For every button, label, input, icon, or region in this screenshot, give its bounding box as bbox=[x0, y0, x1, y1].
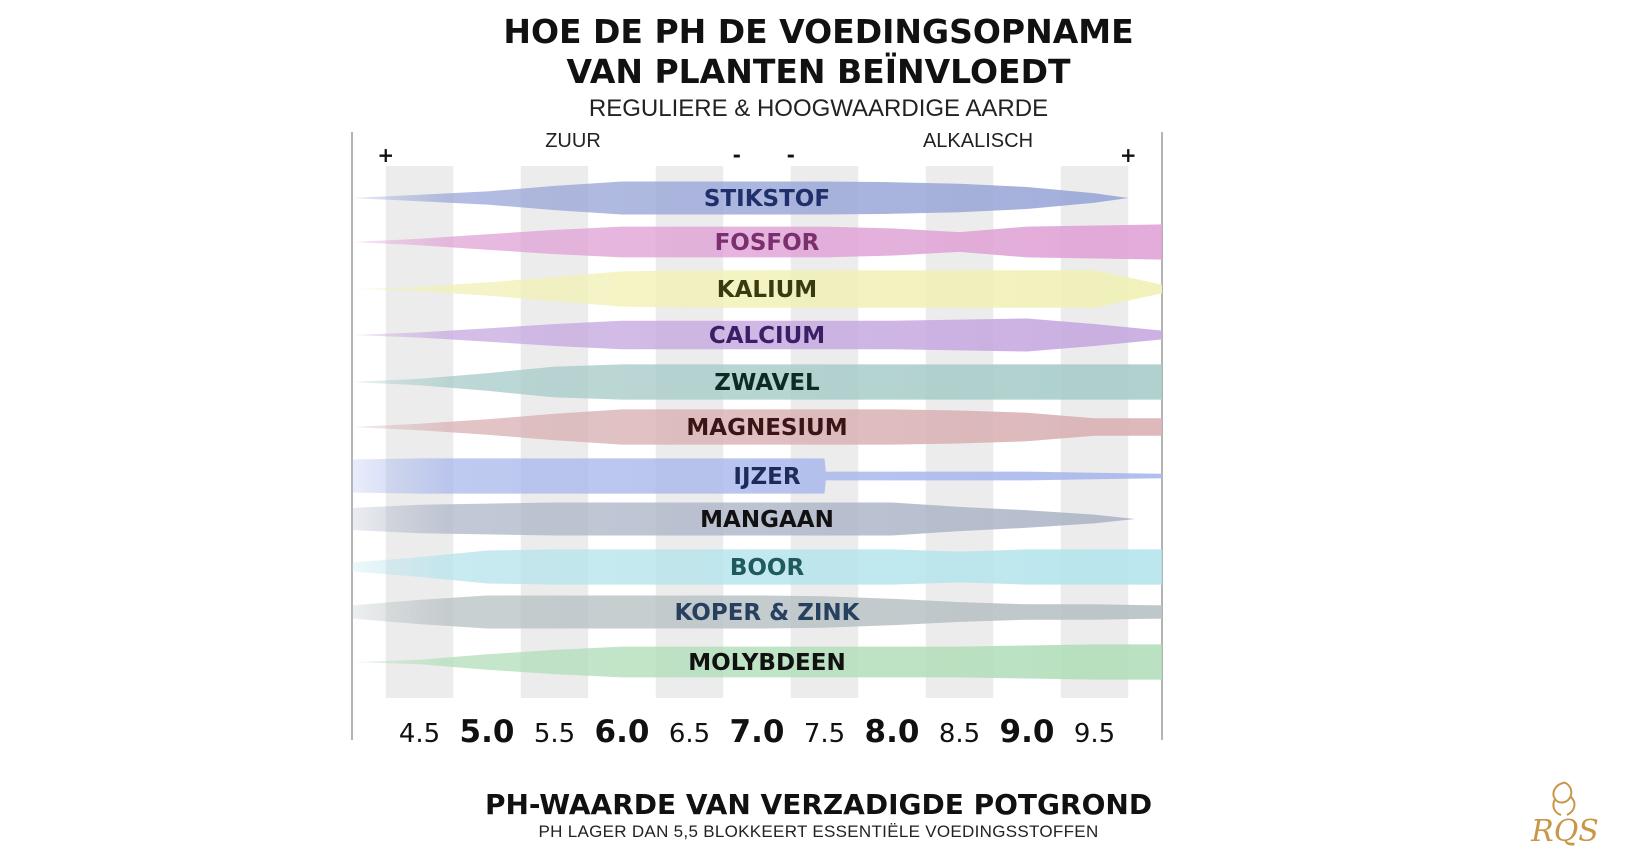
nutrient-label: FOSFOR bbox=[715, 230, 820, 256]
region-marker: - bbox=[787, 143, 795, 167]
nutrient-label: ZWAVEL bbox=[714, 370, 820, 396]
chart-title-line-2: VAN PLANTEN BEÏNVLOEDT bbox=[566, 52, 1071, 91]
svg-text:RQS: RQS bbox=[1530, 814, 1599, 849]
chart-subtitle: REGULIERE & HOOGWAARDIGE AARDE bbox=[588, 95, 1049, 122]
nutrient-band bbox=[352, 595, 1162, 629]
nutrient-band bbox=[352, 364, 1162, 400]
nutrient-band bbox=[352, 270, 1162, 308]
nutrient-label: MOLYBDEEN bbox=[688, 650, 845, 676]
nutrient-band bbox=[352, 549, 1162, 585]
nutrient-label: KALIUM bbox=[717, 277, 817, 303]
region-markers: ZUUR ALKALISCH + - - + bbox=[377, 130, 1136, 167]
nutrient-labels: STIKSTOF FOSFOR KALIUM CALCIUM ZWAVEL MAGNESI… bbox=[675, 186, 861, 676]
nutrient-bands bbox=[352, 181, 1162, 680]
nutrient-label: BOOR bbox=[730, 555, 805, 581]
nutrient-label: KOPER & ZINK bbox=[675, 600, 861, 626]
nutrient-label: MAGNESIUM bbox=[686, 415, 847, 441]
chart-footnote: PH LAGER DAN 5,5 BLOKKEERT ESSENTIËLE VO… bbox=[538, 822, 1099, 841]
x-tick-label: 7.5 bbox=[804, 719, 845, 749]
region-marker: + bbox=[1120, 143, 1137, 167]
nutrient-label: IJZER bbox=[733, 464, 801, 490]
x-axis-ticks: 4.5 5.0 5.5 6.0 6.5 7.0 7.5 8.0 8.5 9.0 9.5 bbox=[399, 714, 1115, 750]
rqs-logo: RQS bbox=[1530, 781, 1599, 849]
x-tick-label: 5.0 bbox=[460, 714, 515, 750]
nutrient-band bbox=[352, 644, 1162, 680]
x-tick-label: 5.5 bbox=[534, 719, 575, 749]
x-tick-label: 9.5 bbox=[1074, 719, 1115, 749]
nutrient-band bbox=[352, 409, 1162, 445]
x-tick-label: 6.5 bbox=[669, 719, 710, 749]
nutrient-label: STIKSTOF bbox=[704, 186, 830, 212]
ph-nutrient-chart: STIKSTOF FOSFOR KALIUM CALCIUM ZWAVEL MAGNESI… bbox=[351, 130, 1163, 750]
x-tick-label: 8.0 bbox=[865, 714, 920, 750]
nutrient-band bbox=[352, 502, 1162, 536]
region-marker: + bbox=[377, 143, 394, 167]
x-tick-label: 8.5 bbox=[939, 719, 980, 749]
region-label-right: ALKALISCH bbox=[923, 130, 1033, 152]
nutrient-label: MANGAAN bbox=[700, 507, 834, 533]
x-axis-title: PH-WAARDE VAN VERZADIGDE POTGROND bbox=[484, 788, 1153, 821]
x-tick-label: 4.5 bbox=[399, 719, 440, 749]
nutrient-band bbox=[352, 224, 1162, 260]
region-label-left: ZUUR bbox=[545, 130, 601, 152]
x-tick-label: 6.0 bbox=[595, 714, 650, 750]
nutrient-band bbox=[352, 181, 1162, 215]
x-tick-label: 7.0 bbox=[730, 714, 785, 750]
chart-title-line-1: HOE DE PH DE VOEDINGSOPNAME bbox=[503, 12, 1134, 51]
region-marker: - bbox=[733, 143, 741, 167]
x-tick-label: 9.0 bbox=[1000, 714, 1055, 750]
nutrient-label: CALCIUM bbox=[709, 323, 825, 349]
nutrient-band bbox=[352, 458, 1162, 494]
nutrient-band bbox=[352, 318, 1162, 352]
